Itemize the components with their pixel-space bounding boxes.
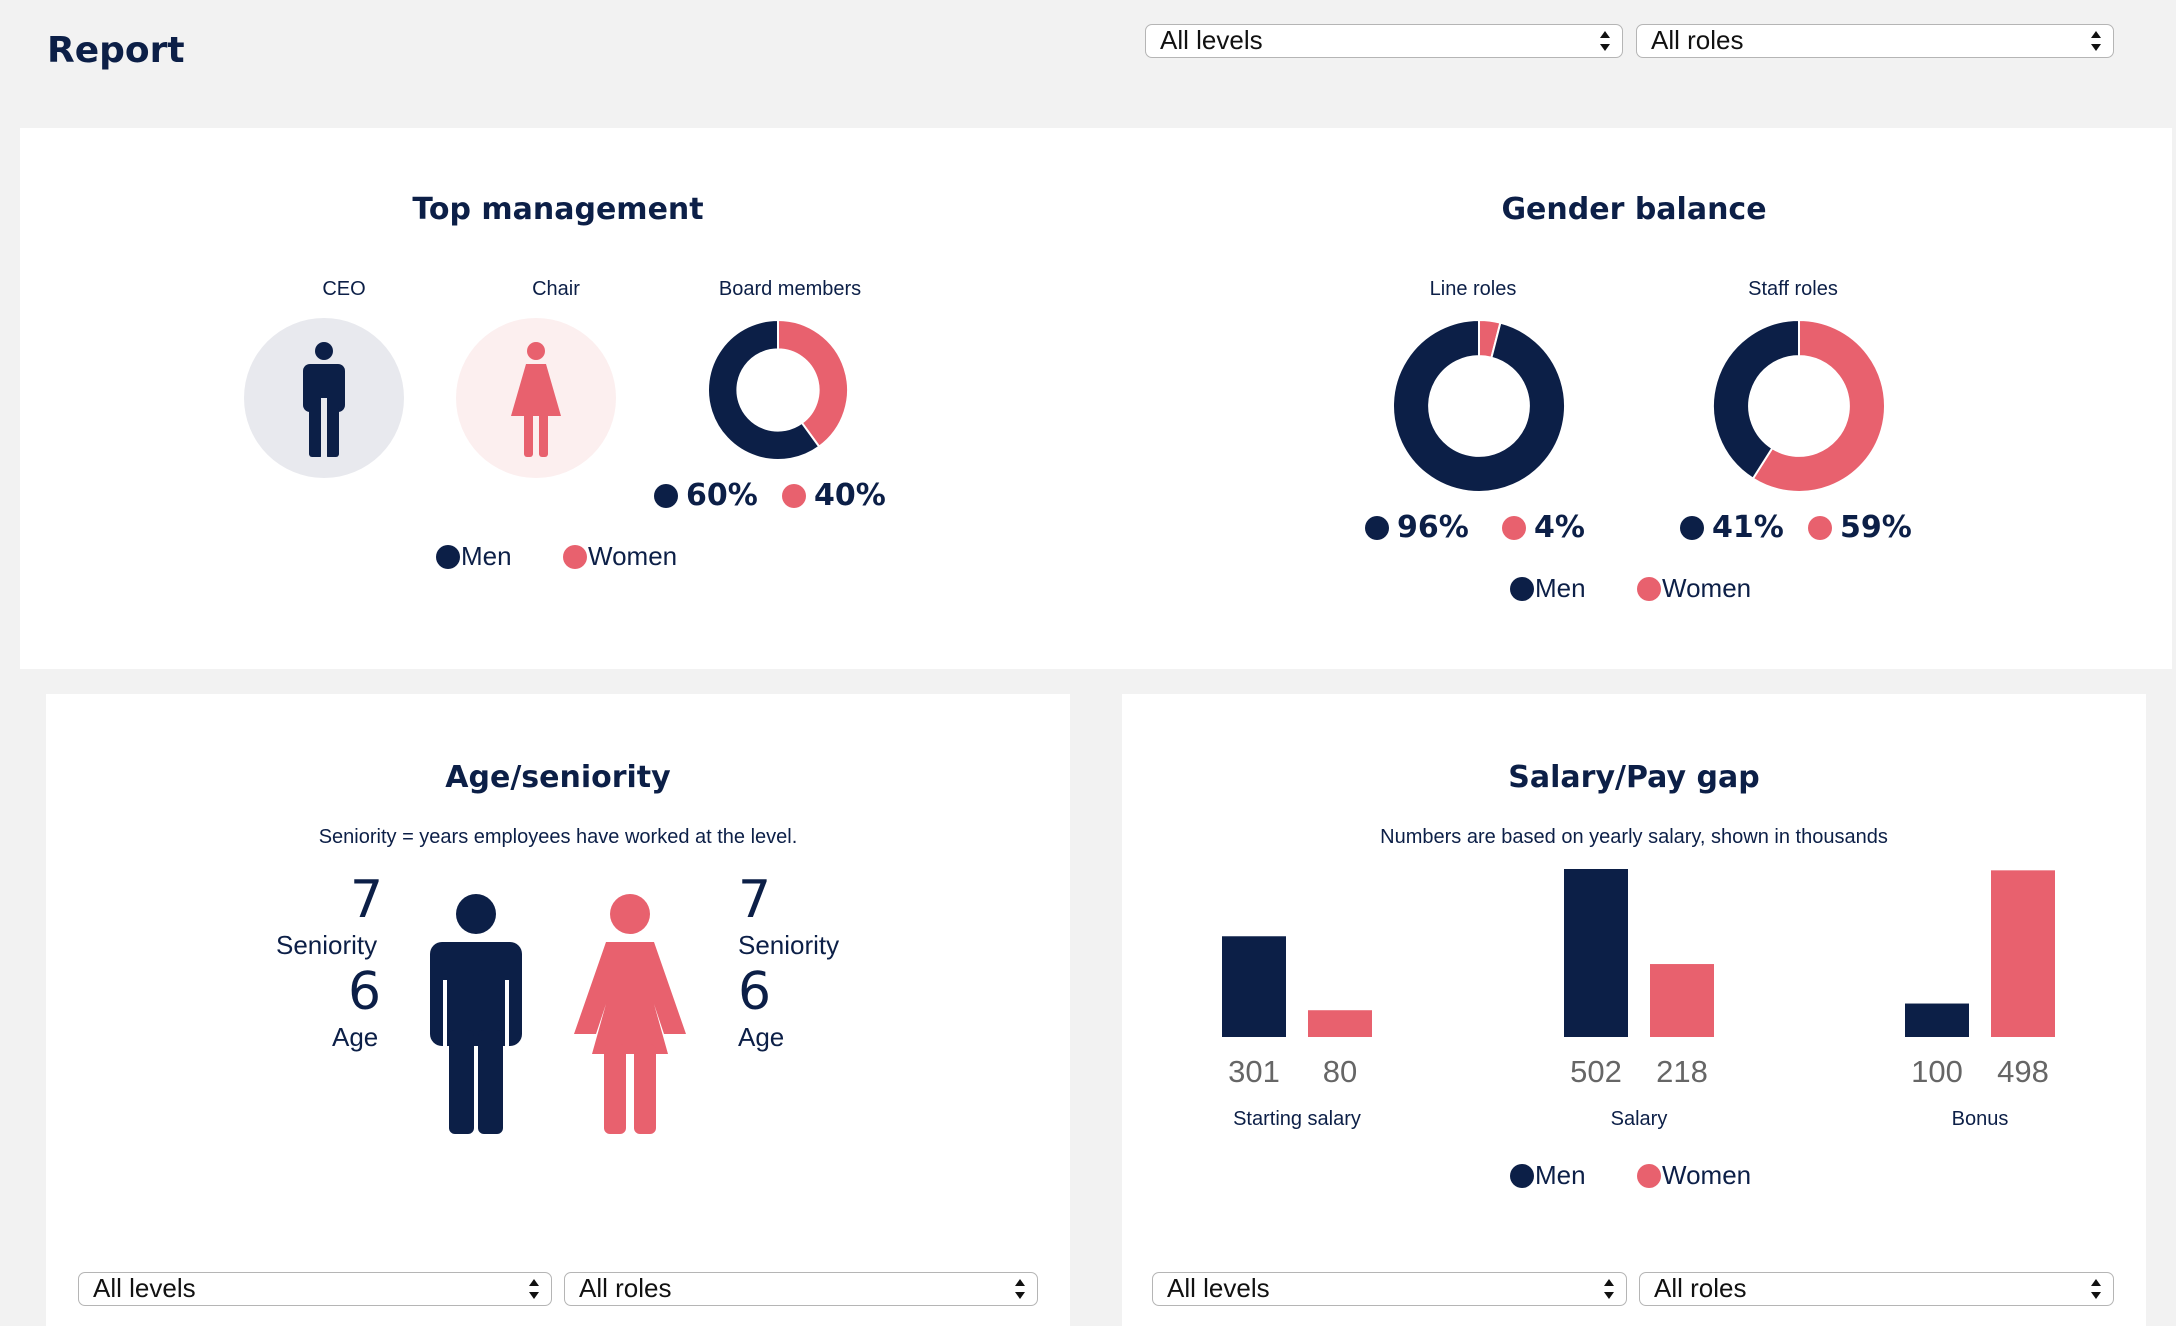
bar-category-label: Starting salary <box>1233 1108 1361 1130</box>
women-dot-icon <box>1502 515 1526 540</box>
salary-level-select-value: All levels <box>1167 1273 1270 1303</box>
women-dot-icon <box>1808 515 1832 540</box>
line-men-pct: 96% <box>1365 510 1469 545</box>
bar-value-label: 498 <box>1997 1054 2049 1089</box>
ceo-label: CEO <box>322 278 366 300</box>
men-dot-icon <box>436 544 460 569</box>
salary-panel: Salary/Pay gap Numbers are based on year… <box>1122 694 2146 1326</box>
women-seniority-label: Seniority <box>738 930 840 960</box>
woman-icon <box>511 342 561 457</box>
men-slice <box>707 318 821 461</box>
bar-value-label: 301 <box>1228 1054 1280 1089</box>
select-arrows-icon <box>529 1279 539 1299</box>
level-select[interactable]: All levels <box>1145 24 1623 58</box>
women-slice <box>777 318 849 449</box>
chair-label: Chair <box>532 278 580 300</box>
bar-value-label: 80 <box>1322 1054 1358 1089</box>
salary-bars-svg <box>1222 869 2055 1037</box>
select-arrows-icon <box>2091 1279 2101 1299</box>
women-slice <box>1751 318 1886 493</box>
bar-value-label: 218 <box>1656 1054 1708 1089</box>
chair-circle <box>456 318 616 478</box>
board-women-pct: 40% <box>782 478 886 513</box>
level-select-value: All levels <box>1160 25 1263 55</box>
men-seniority-value: 7 <box>350 870 384 930</box>
salary-subtitle: Numbers are based on yearly salary, show… <box>1380 826 1888 848</box>
women-dot-icon <box>563 544 587 569</box>
board-members-label: Board members <box>718 278 862 300</box>
men-dot-icon <box>1510 576 1534 601</box>
role-select[interactable]: All roles <box>1636 24 2114 58</box>
line-roles-label: Line roles <box>1429 278 1517 300</box>
overview-panel: Top management CEO Chair Board members <box>20 128 2172 669</box>
man-figure-icon <box>430 894 522 1134</box>
staff-women-pct: 59% <box>1808 510 1912 545</box>
bar-men-0 <box>1222 936 1286 1037</box>
bar-women-1 <box>1650 964 1714 1037</box>
age-role-select[interactable]: All roles <box>564 1272 1038 1306</box>
board-men-pct: 60% <box>654 478 758 513</box>
salary-bar-chart: 301 80 Starting salary 502 218 Salary 100 498 Bo… <box>1122 694 2146 1154</box>
bar-value-label: 100 <box>1911 1054 1963 1089</box>
women-dot-icon <box>1637 1163 1661 1188</box>
gender-balance-section: Gender balance Line roles Staff roles 96… <box>1096 128 2172 669</box>
select-arrows-icon <box>1600 31 1610 51</box>
ceo-circle <box>244 318 404 478</box>
men-slice <box>1392 318 1566 493</box>
legend-men: Men <box>1510 573 1586 604</box>
age-level-select-value: All levels <box>93 1273 196 1303</box>
select-arrows-icon <box>2091 31 2101 51</box>
men-age-value: 6 <box>348 962 382 1022</box>
women-dot-icon <box>1637 576 1661 601</box>
men-slice <box>1712 318 1800 480</box>
woman-figure-icon <box>574 894 686 1134</box>
top-management-section: Top management CEO Chair Board members <box>20 128 1096 669</box>
legend-women: Women <box>563 541 677 572</box>
women-age-label: Age <box>738 1022 785 1052</box>
age-seniority-panel: Age/seniority Seniority = years employee… <box>46 694 1070 1326</box>
legend-men: Men <box>1510 1160 1586 1191</box>
staff-roles-label: Staff roles <box>1748 278 1838 300</box>
bar-value-label: 502 <box>1570 1054 1622 1089</box>
bar-men-1 <box>1564 869 1628 1037</box>
bar-category-label: Bonus <box>1951 1108 2009 1130</box>
page-title: Report <box>47 30 185 71</box>
man-icon <box>303 342 345 457</box>
staff-roles-donut <box>1712 318 1886 493</box>
men-dot-icon <box>1680 515 1704 540</box>
age-role-select-value: All roles <box>579 1273 672 1303</box>
salary-role-select-value: All roles <box>1654 1273 1747 1303</box>
salary-role-select[interactable]: All roles <box>1639 1272 2114 1306</box>
gender-balance-title: Gender balance <box>1501 192 1767 227</box>
select-arrows-icon <box>1015 1279 1025 1299</box>
women-seniority-value: 7 <box>738 870 772 930</box>
age-seniority-title: Age/seniority <box>445 760 671 795</box>
women-dot-icon <box>782 483 806 508</box>
select-arrows-icon <box>1604 1279 1614 1299</box>
men-age-label: Age <box>332 1022 379 1052</box>
legend-women: Women <box>1637 1160 1751 1191</box>
role-select-value: All roles <box>1651 25 1744 55</box>
line-women-pct: 4% <box>1502 510 1585 545</box>
bar-men-2 <box>1905 1003 1969 1037</box>
men-dot-icon <box>1510 1163 1534 1188</box>
bar-category-label: Salary <box>1610 1108 1668 1130</box>
top-management-title: Top management <box>412 192 704 227</box>
line-roles-donut <box>1392 318 1566 493</box>
bar-women-0 <box>1308 1010 1372 1037</box>
salary-title: Salary/Pay gap <box>1508 760 1760 795</box>
board-members-donut <box>707 318 849 461</box>
bar-women-2 <box>1991 870 2055 1037</box>
men-dot-icon <box>654 483 678 508</box>
men-seniority-label: Seniority <box>276 930 378 960</box>
salary-level-select[interactable]: All levels <box>1152 1272 1627 1306</box>
age-seniority-subtitle: Seniority = years employees have worked … <box>318 826 798 848</box>
legend-men: Men <box>436 541 512 572</box>
men-dot-icon <box>1365 515 1389 540</box>
women-age-value: 6 <box>738 962 772 1022</box>
staff-men-pct: 41% <box>1680 510 1784 545</box>
legend-women: Women <box>1637 573 1751 604</box>
age-level-select[interactable]: All levels <box>78 1272 552 1306</box>
